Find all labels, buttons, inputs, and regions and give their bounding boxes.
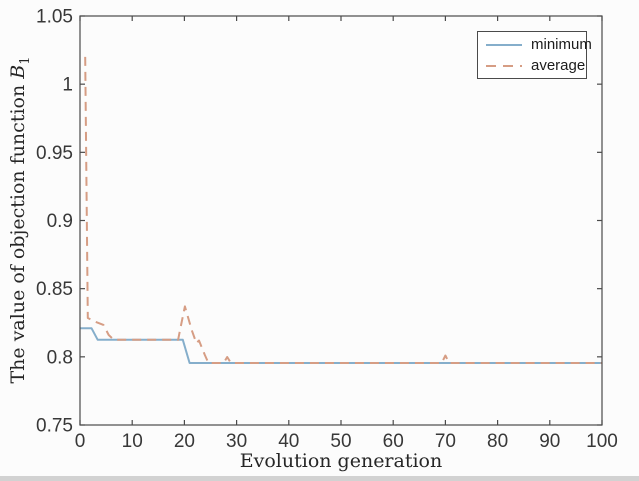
y-tick-label: 1.05 (36, 7, 73, 28)
x-tick-label: 40 (278, 431, 299, 452)
legend-label-minimum: minimum (531, 35, 592, 53)
legend: minimum average (477, 31, 592, 79)
y-axis-label-subscript: 1 (17, 56, 33, 65)
axes-box (79, 15, 603, 426)
x-axis-label: Evolution generation (239, 450, 443, 472)
y-tick-label: 1 (62, 75, 73, 96)
x-tick-label: 80 (487, 431, 508, 452)
window-bottom-edge (0, 476, 639, 481)
y-tick-label: 0.9 (47, 211, 73, 232)
y-tick-label: 0.75 (36, 416, 73, 437)
minimum-line-sample-icon (486, 43, 522, 46)
y-tick-label: 0.8 (47, 347, 73, 368)
y-tick-label: 0.95 (36, 143, 73, 164)
x-tick-label: 30 (226, 431, 247, 452)
legend-item-average: average (486, 56, 586, 74)
series-line-average (84, 56, 602, 364)
x-tick-label: 90 (539, 431, 560, 452)
legend-label-average: average (531, 56, 586, 74)
average-line-sample-icon (486, 64, 522, 67)
x-tick-label: 60 (383, 431, 404, 452)
x-tick-label: 20 (174, 431, 195, 452)
x-tick-label: 0 (75, 431, 86, 452)
x-tick-label: 50 (330, 431, 351, 452)
x-tick-label: 10 (122, 431, 143, 452)
x-tick-label: 100 (586, 431, 618, 452)
y-axis-label-text: The value of objection function (7, 78, 30, 384)
y-axis-label-symbol: B (7, 64, 30, 79)
x-tick-label: 70 (435, 431, 456, 452)
y-tick-label: 0.85 (36, 279, 73, 300)
legend-item-minimum: minimum (486, 36, 592, 53)
series-line-minimum (80, 327, 602, 364)
y-axis-label: The value of objection function B1 (7, 57, 33, 384)
